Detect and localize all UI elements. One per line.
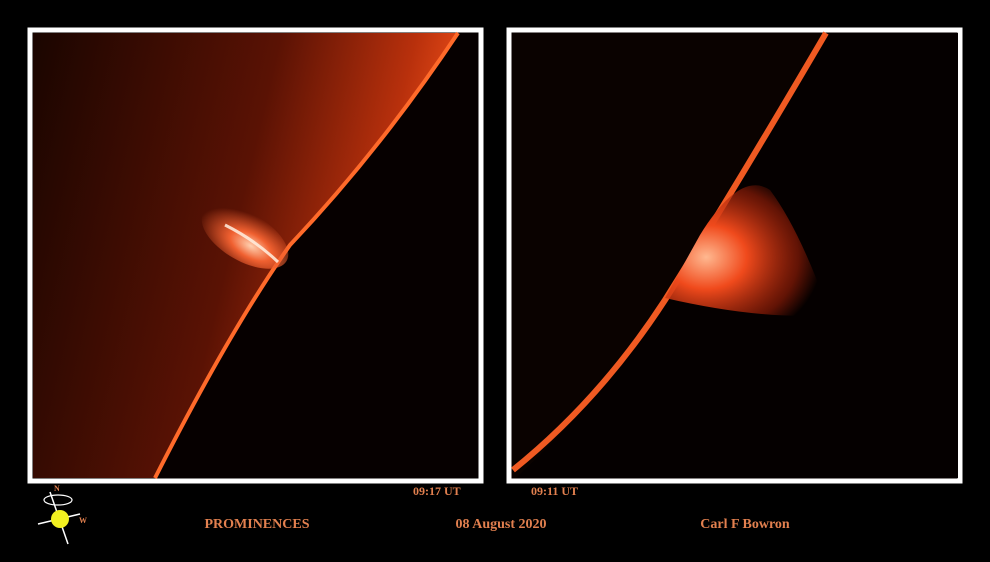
title: PROMINENCES [204, 517, 309, 532]
left-panel [27, 27, 484, 484]
right-panel [506, 27, 963, 484]
author: Carl F Bowron [700, 517, 790, 532]
time-label: 09:17 UT [413, 484, 461, 498]
compass-n: N [54, 484, 60, 493]
limb [511, 31, 829, 473]
prominence [665, 185, 830, 316]
compass-w: W [79, 516, 87, 525]
prominence-core [224, 223, 280, 264]
orientation-icon: N W [37, 484, 87, 545]
date: 08 August 2020 [455, 517, 546, 532]
time-label: 09:11 UT [531, 484, 578, 498]
limb [153, 31, 460, 479]
